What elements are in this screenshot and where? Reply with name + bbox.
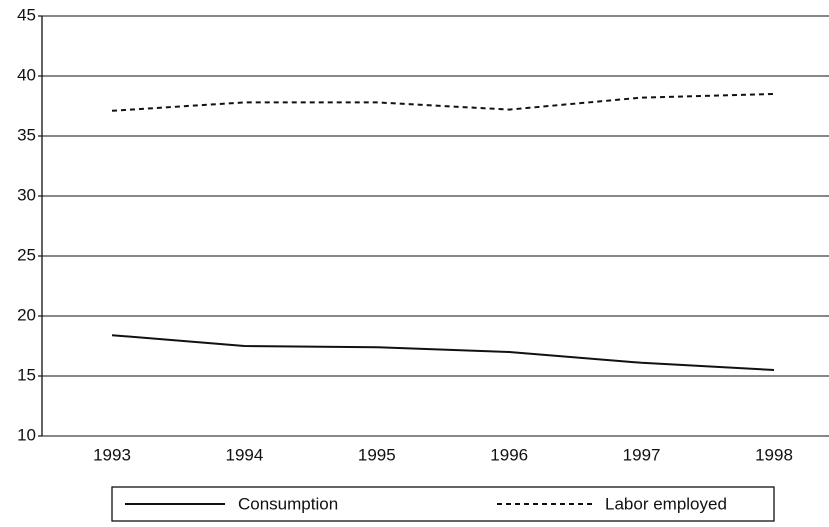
x-tick-label: 1998 <box>755 445 793 464</box>
x-tick-label: 1995 <box>358 445 396 464</box>
y-tick-label: 35 <box>17 125 36 144</box>
x-tick-label: 1994 <box>225 445 263 464</box>
x-tick-label: 1997 <box>623 445 661 464</box>
legend-label: Labor employed <box>605 494 727 513</box>
legend-box <box>111 486 775 522</box>
x-tick-label: 1996 <box>490 445 528 464</box>
y-tick-label: 40 <box>17 65 36 84</box>
legend-label: Consumption <box>238 494 338 513</box>
y-tick-label: 15 <box>17 365 36 384</box>
series-line <box>111 334 775 371</box>
y-tick-label: 20 <box>17 305 36 324</box>
series-line <box>111 93 775 112</box>
y-tick-label: 45 <box>17 5 36 24</box>
y-tick-label: 10 <box>17 425 36 444</box>
y-tick-label: 25 <box>17 245 36 264</box>
x-tick-label: 1993 <box>93 445 131 464</box>
y-tick-label: 30 <box>17 185 36 204</box>
